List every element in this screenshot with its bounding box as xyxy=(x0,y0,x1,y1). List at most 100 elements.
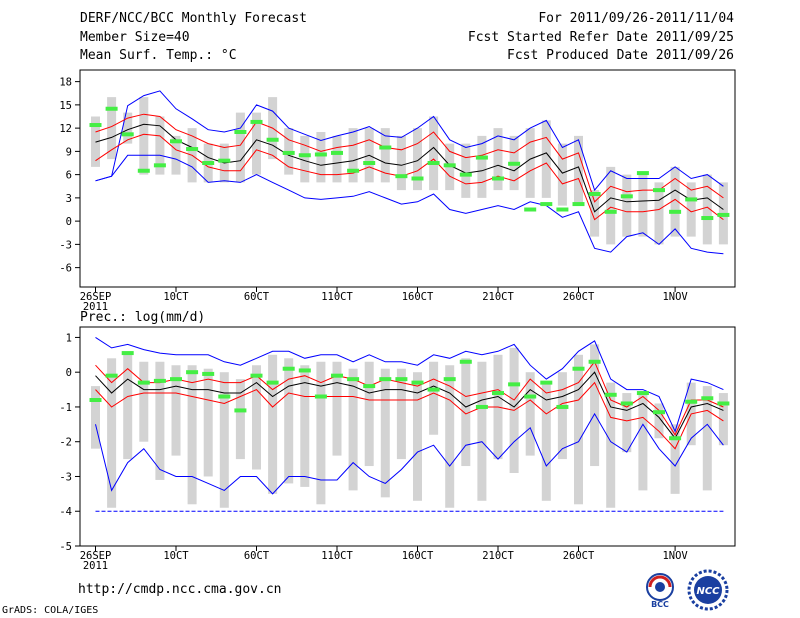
prec-ensemble-bar xyxy=(461,358,471,467)
prec-ensemble-bar xyxy=(123,354,133,460)
prec-observed-mark xyxy=(121,351,134,356)
prec-lower-quartile-line xyxy=(95,381,724,450)
temp-y-tick-label: 3 xyxy=(66,193,72,205)
temp-ensemble-bar xyxy=(606,166,616,245)
temp-observed-mark xyxy=(540,202,553,207)
temp-ensemble-bar xyxy=(107,97,117,160)
temp-observed-mark xyxy=(556,207,569,212)
prec-ensemble-bar xyxy=(477,361,487,501)
prec-y-tick-label: -5 xyxy=(59,541,72,553)
source-url[interactable]: http://cmdp.ncc.cma.gov.cn xyxy=(78,582,282,597)
temp-y-tick-label: 6 xyxy=(66,170,72,182)
prec-observed-mark xyxy=(717,401,730,406)
prec-ensemble-bar xyxy=(429,361,439,435)
temp-ensemble-bar xyxy=(396,135,406,191)
prec-observed-mark xyxy=(443,377,456,382)
prec-observed-mark xyxy=(492,391,504,396)
prec-ensemble-bar xyxy=(525,372,535,456)
prec-y-tick-label: 1 xyxy=(66,332,72,344)
temp-observed-mark xyxy=(363,161,376,165)
prec-observed-mark xyxy=(411,380,424,385)
prec-observed-mark xyxy=(186,370,199,375)
temp-y-tick-label: 15 xyxy=(59,100,72,112)
temp-observed-mark xyxy=(717,212,730,217)
temp-observed-mark xyxy=(202,161,215,165)
prec-ensemble-bar xyxy=(702,386,712,491)
prec-observed-mark xyxy=(314,394,327,399)
temp-ensemble-bar xyxy=(123,112,133,144)
prec-ensemble-bar xyxy=(380,368,390,498)
prec-ensemble-bar xyxy=(91,386,100,449)
temp-observed-mark xyxy=(604,209,617,214)
prec-observed-mark xyxy=(556,404,569,409)
temp-ensemble-bar xyxy=(332,135,342,183)
prec-ensemble-bar xyxy=(557,372,567,460)
temp-observed-mark xyxy=(524,207,537,212)
prec-observed-mark xyxy=(540,380,553,385)
temp-observed-mark xyxy=(379,145,392,150)
prec-ensemble-bar xyxy=(155,361,165,480)
temp-plot-frame xyxy=(79,69,736,288)
prec-ensemble-bar xyxy=(413,372,422,501)
temp-ensemble-bar xyxy=(654,182,664,245)
prec-ensemble-bar xyxy=(252,365,261,470)
temp-y-tick-label: 18 xyxy=(59,77,72,89)
prec-ensemble-bar xyxy=(590,344,600,467)
temp-observed-mark xyxy=(347,168,360,173)
prec-ensemble-bar xyxy=(574,354,583,505)
temp-ensemble-bar xyxy=(171,135,181,175)
prec-observed-mark xyxy=(331,373,343,378)
prec-ensemble-bar xyxy=(718,393,728,446)
temp-ensemble-bar xyxy=(380,128,390,183)
temp-observed-mark xyxy=(266,137,279,142)
prec-ensemble-bar xyxy=(364,361,374,467)
prec-ensemble-bar xyxy=(316,361,326,505)
temp-ensemble-bar xyxy=(670,166,680,237)
bcc-logo-text: BCC xyxy=(651,600,669,609)
temp-ensemble-bar xyxy=(461,143,471,198)
prec-observed-mark xyxy=(282,366,295,371)
temp-observed-mark xyxy=(636,171,649,176)
temp-ensemble-bar xyxy=(139,97,149,175)
temp-ensemble-bar xyxy=(300,135,310,183)
temp-ensemble-bar xyxy=(493,128,503,191)
temp-observed-mark xyxy=(653,188,665,193)
prec-x-tick-label: 26SEP xyxy=(80,550,112,562)
prec-ensemble-bar xyxy=(622,393,632,453)
prec-observed-mark xyxy=(524,394,537,399)
prec-observed-mark xyxy=(105,373,118,378)
temp-ensemble-bar xyxy=(622,174,632,237)
temp-max-line xyxy=(95,90,724,192)
temp-ensemble-bar xyxy=(413,128,422,191)
prec-observed-mark xyxy=(459,359,472,364)
temp-y-tick-label: 0 xyxy=(66,216,72,228)
prec-observed-mark xyxy=(636,391,649,396)
prec-x-tick-label: 10CT xyxy=(163,550,189,562)
prec-max-line xyxy=(95,336,724,433)
prec-ensemble-bar xyxy=(300,365,310,487)
temp-observed-mark xyxy=(89,123,102,128)
temp-observed-mark xyxy=(701,216,714,221)
temp-ensemble-bar xyxy=(252,112,261,175)
prec-x-tick-label: 60CT xyxy=(244,550,270,562)
prec-x-tick-label: 110CT xyxy=(321,550,353,562)
temp-observed-mark xyxy=(588,192,601,196)
temp-ensemble-bar xyxy=(686,182,696,237)
temp-observed-mark xyxy=(492,176,504,181)
temp-observed-mark xyxy=(137,168,150,173)
prec-ensemble-bar xyxy=(235,379,245,460)
prec-plot-frame xyxy=(79,326,736,547)
prec-observed-mark xyxy=(266,380,279,385)
prec-x-tick-label: 260CT xyxy=(563,550,595,562)
prec-ensemble-bar xyxy=(654,403,664,439)
temp-observed-mark xyxy=(186,147,199,152)
temp-observed-mark xyxy=(508,161,521,166)
prec-ensemble-bar xyxy=(171,365,181,456)
prec-observed-mark xyxy=(475,404,488,409)
temp-ensemble-bar xyxy=(557,143,567,206)
ncc-logo-icon: NCC xyxy=(687,569,729,611)
temp-observed-mark xyxy=(685,197,698,202)
prec-observed-mark xyxy=(685,399,698,404)
fcst-produced-date: Fcst Produced Date 2011/09/26 xyxy=(507,48,734,63)
